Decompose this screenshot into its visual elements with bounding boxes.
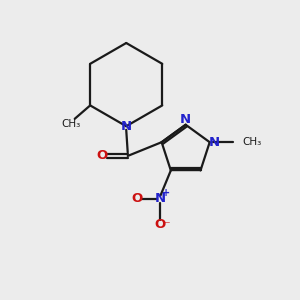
Text: N: N	[209, 136, 220, 149]
Text: N: N	[155, 192, 166, 205]
Text: O: O	[131, 192, 142, 205]
Text: CH₃: CH₃	[62, 119, 81, 129]
Text: ⁻: ⁻	[163, 219, 170, 232]
Text: O: O	[97, 149, 108, 162]
Text: CH₃: CH₃	[242, 137, 262, 147]
Text: N: N	[121, 120, 132, 133]
Text: +: +	[162, 188, 170, 198]
Text: O: O	[154, 218, 165, 231]
Text: N: N	[180, 113, 191, 126]
